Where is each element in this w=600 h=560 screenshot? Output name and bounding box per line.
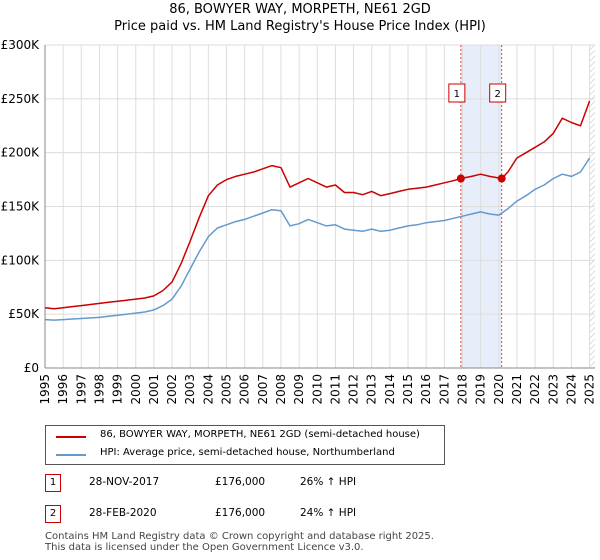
legend-label-property: 86, BOWYER WAY, MORPETH, NE61 2GD (semi-… [100, 429, 420, 440]
x-tick-label: 2017 [437, 374, 451, 405]
y-tick-label: £100K [1, 253, 41, 267]
y-tick-label: £200K [1, 146, 41, 160]
x-tick-label: 2018 [455, 374, 469, 405]
x-tick-label: 2010 [310, 374, 324, 405]
x-tick-label: 2003 [183, 374, 197, 405]
transaction-date-1: 28-NOV-2017 [89, 476, 160, 488]
footer-copyright: Contains HM Land Registry data © Crown c… [45, 531, 434, 542]
x-tick-label: 1996 [56, 374, 70, 405]
transaction-badge-2: 2 [45, 505, 61, 523]
y-tick-label: £150K [1, 200, 41, 214]
chart-subtitle: Price paid vs. HM Land Registry's House … [114, 19, 486, 34]
x-tick-label: 2015 [401, 374, 415, 405]
transaction-price-1: £176,000 [215, 476, 266, 488]
x-tick-label: 2025 [583, 374, 597, 405]
x-tick-label: 2021 [510, 374, 524, 405]
price-chart: £0 £50K £100K £150K £200K £250K £300K 1995 1996 1… [1, 38, 597, 405]
transaction-point-2 [497, 174, 506, 183]
x-tick-label: 1998 [92, 374, 106, 405]
y-tick-label: £0 [24, 361, 39, 375]
transaction-row-1: 1 28-NOV-2017 £176,000 26% ↑ HPI [45, 474, 545, 494]
transaction-box-2 [489, 83, 507, 103]
x-tick-label: 2000 [129, 374, 143, 405]
x-tick-label: 2002 [165, 374, 179, 405]
transaction-hpi-1: 26% ↑ HPI [300, 476, 357, 488]
x-tick-label: 2005 [220, 374, 234, 405]
footer-licence: This data is licensed under the Open Gov… [45, 542, 364, 553]
x-tick-label: 2006 [238, 374, 252, 405]
y-tick-label: £50K [8, 307, 40, 321]
x-tick-label: 2001 [147, 374, 161, 405]
x-tick-label: 2014 [383, 374, 397, 405]
legend: 86, BOWYER WAY, MORPETH, NE61 2GD (semi-… [45, 425, 445, 465]
legend-swatch-property [56, 436, 86, 438]
x-tick-label: 2023 [546, 374, 560, 405]
series-line-hpi [44, 157, 591, 321]
legend-label-hpi: HPI: Average price, semi-detached house,… [100, 447, 395, 458]
transaction-box-1 [448, 83, 466, 103]
transaction-date-2: 28-FEB-2020 [89, 507, 157, 519]
transaction-point-1 [456, 174, 465, 183]
x-tick-label: 2013 [365, 374, 379, 405]
x-tick-label: 1999 [111, 374, 125, 405]
x-tick-label: 1997 [74, 374, 88, 405]
footer: Contains HM Land Registry data © Crown c… [45, 531, 434, 553]
x-tick-label: 2007 [256, 374, 270, 405]
x-tick-label: 2011 [328, 374, 342, 405]
transaction-hpi-2: 24% ↑ HPI [300, 507, 357, 519]
legend-entry-property: 86, BOWYER WAY, MORPETH, NE61 2GD (semi-… [46, 428, 444, 446]
transaction-box-label-2: 2 [495, 89, 501, 100]
x-tick-label: 2016 [419, 374, 433, 405]
transaction-box-label-1: 1 [454, 89, 460, 100]
x-tick-label: 2019 [474, 374, 488, 405]
x-tick-label: 1995 [38, 374, 52, 405]
x-tick-label: 2009 [292, 374, 306, 405]
y-tick-label: £300K [1, 38, 41, 52]
transaction-price-2: £176,000 [215, 507, 266, 519]
y-tick-label: £250K [1, 92, 41, 106]
x-tick-label: 2020 [492, 374, 506, 405]
chart-title: 86, BOWYER WAY, MORPETH, NE61 2GD [169, 2, 431, 17]
x-tick-label: 2022 [528, 374, 542, 405]
legend-entry-hpi: HPI: Average price, semi-detached house,… [46, 446, 444, 464]
x-tick-label: 2024 [564, 374, 578, 405]
x-tick-label: 2012 [347, 374, 361, 405]
transaction-badge-1: 1 [45, 474, 61, 492]
transaction-row-2: 2 28-FEB-2020 £176,000 24% ↑ HPI [45, 505, 545, 525]
legend-swatch-hpi [56, 454, 86, 456]
x-tick-label: 2004 [201, 374, 215, 405]
x-tick-label: 2008 [274, 374, 288, 405]
